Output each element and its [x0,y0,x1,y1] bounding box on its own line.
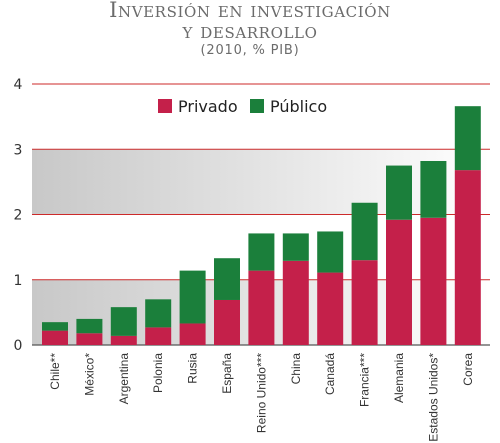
x-tick-label: China [289,353,303,385]
bar-privado [179,323,206,345]
y-tick-label: 4 [14,77,23,93]
y-tick-label: 0 [14,338,23,354]
bar-publico [420,160,447,218]
chart-subtitle: (2010, % PIB) [200,43,300,58]
y-tick-label: 3 [14,142,23,158]
legend: Privado Público [158,97,327,116]
legend-label-privado: Privado [178,97,238,116]
x-tick-label: Estados Unidos* [426,353,440,442]
background-band-2 [32,149,490,215]
chart-title-line-2: y desarrollo [182,19,318,43]
bar-publico [76,318,103,334]
bar-privado [248,270,275,345]
x-tick-label: Polonia [151,353,165,393]
bar-privado [317,272,344,345]
bar-publico [214,258,240,300]
bar-publico [110,307,137,336]
bar-publico [351,202,378,261]
bar-publico [42,322,68,331]
x-axis-labels: Chile** México* Argentina Polonia Rusia Españ… [48,353,475,442]
legend-swatch-publico [250,99,264,113]
x-tick-label: Alemania [392,353,406,403]
bar-privado [145,327,172,345]
legend-swatch-privado [158,99,172,113]
y-tick-label: 1 [14,273,23,289]
bars [42,106,481,345]
chart-title-line-1: Inversión en investigación [109,0,391,22]
x-tick-label: Corea [461,353,475,386]
x-tick-label: Chile** [48,353,62,390]
bar-publico [317,231,344,273]
bar-privado [214,299,240,345]
bar-privado [282,260,309,345]
bar-privado [76,333,103,345]
bar-publico [179,270,206,324]
x-tick-label: Rusia [186,353,200,384]
bar-publico [282,233,309,261]
legend-label-publico: Público [270,97,327,116]
x-tick-label: Francia*** [358,353,372,407]
x-tick-label: Reino Unido*** [254,353,268,433]
x-tick-label: Argentina [117,353,131,405]
y-tick-label: 2 [14,208,23,224]
bar-privado [110,335,137,345]
bar-privado [386,219,412,345]
chart-title-block: Inversión en investigación y desarrollo … [0,0,500,60]
bar-privado [420,217,447,345]
bar-publico [386,165,412,220]
bar-privado [454,170,481,345]
bar-publico [248,233,275,271]
bar-privado [351,260,378,345]
bar-publico [145,299,172,328]
bar-privado [42,330,68,345]
x-tick-label: Canadá [323,353,337,395]
x-tick-label: México* [82,353,96,396]
x-tick-label: España [220,353,234,394]
bar-publico [454,106,481,171]
y-axis-ticks: 0 1 2 3 4 [14,77,23,354]
